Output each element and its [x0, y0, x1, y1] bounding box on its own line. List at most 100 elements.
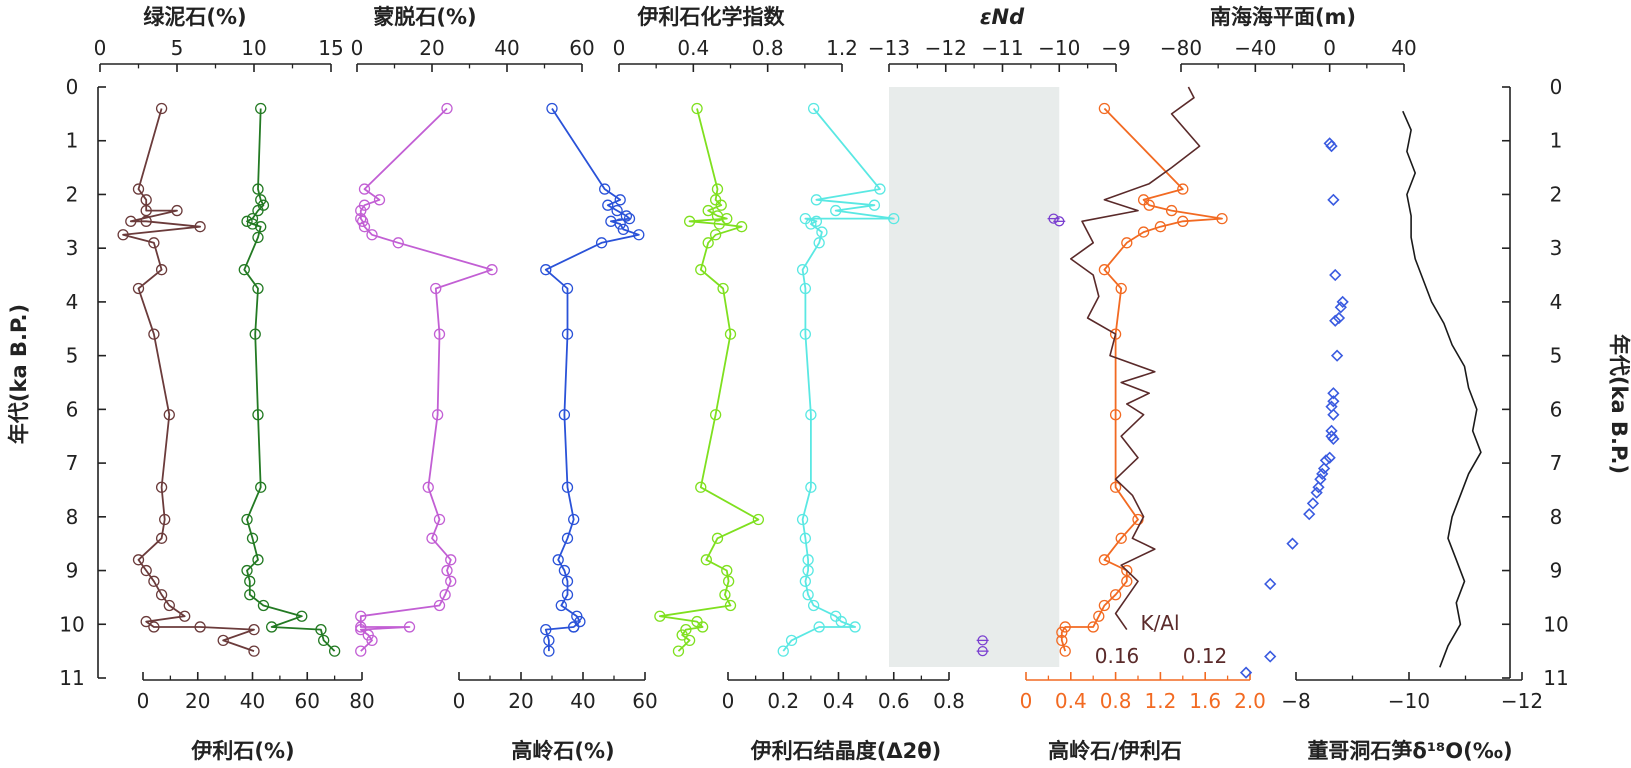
- series-0-point: [248, 623, 260, 636]
- top-axis-sealevel-tick-label: 40: [1391, 36, 1416, 60]
- bottom-axis-illite-tick-label: 0: [137, 689, 150, 713]
- series-5-point: [805, 218, 817, 230]
- series-8-line: [1070, 86, 1201, 631]
- bottom-axis-crystallinity-tick-label: 0.4: [823, 689, 855, 713]
- bottom-axis-title-kaol-illite: 高岭石/伊利石: [1048, 739, 1182, 763]
- series-4-point: [721, 564, 733, 577]
- series-3-point: [561, 575, 574, 587]
- series-4-point: [691, 102, 703, 115]
- bottom-axis-title-kaolinite: 高岭石(%): [511, 739, 614, 763]
- series-4-point: [715, 199, 727, 211]
- series-4-point: [700, 554, 712, 566]
- series-2-point: [439, 589, 451, 601]
- y-axis-left-tick-label: 11: [59, 666, 84, 690]
- series-0-point: [148, 328, 160, 340]
- y-axis-left-tick-label: 10: [59, 612, 84, 636]
- bottom-axis-title-illite: 伊利石(%): [190, 739, 294, 763]
- series-1-point: [255, 481, 267, 493]
- series-10-line: [1402, 110, 1482, 668]
- series-1-point: [255, 194, 267, 206]
- series-9-point: [1329, 268, 1342, 282]
- series-5-point: [830, 204, 842, 217]
- series-1-line: [243, 108, 336, 652]
- y-axis-left-tick-label: 3: [66, 236, 79, 260]
- series-7-point: [1121, 575, 1133, 587]
- y-axis-left-tick-label: 8: [66, 505, 79, 529]
- y-axis-right-tick-label: 10: [1543, 612, 1568, 636]
- series-9-point: [1327, 193, 1340, 206]
- series-5-point: [777, 645, 789, 657]
- series-0-point: [140, 615, 152, 628]
- series-2-point: [433, 599, 446, 612]
- series-0-point: [140, 215, 152, 227]
- series-5-point: [807, 599, 820, 612]
- series-9-point: [1316, 467, 1329, 480]
- y-axis-right-tick-label: 4: [1550, 290, 1563, 314]
- y-axis-right-tick-label: 9: [1550, 559, 1563, 583]
- series-9-point: [1310, 486, 1323, 499]
- inner-axis-tick-012: 0.12: [1183, 644, 1228, 668]
- series-7-point: [1109, 481, 1122, 493]
- y-axis-right-tick-label: 1: [1550, 129, 1563, 153]
- y-axis-right-tick-label: 2: [1550, 182, 1563, 206]
- series-5-point: [810, 194, 823, 206]
- series-7-point: [1216, 212, 1228, 225]
- series-5-point: [810, 215, 823, 227]
- series-1-point: [252, 409, 264, 421]
- series-9-point: [1325, 139, 1338, 153]
- series-3-point: [540, 623, 552, 636]
- y-axis-left-tick-label: 9: [66, 559, 79, 583]
- bottom-axis-kaolinite-tick-label: 20: [508, 689, 533, 713]
- bottom-axis-d18o-tick-label: −10: [1388, 689, 1430, 713]
- series-0-point: [132, 554, 145, 566]
- top-axis-sealevel-tick-label: −40: [1234, 36, 1276, 60]
- y-axis-left-tick-label: 4: [66, 290, 79, 314]
- series-0-point: [132, 282, 145, 295]
- series-9-point: [1334, 301, 1347, 314]
- series-3-point: [558, 564, 571, 577]
- series-7-point: [1121, 564, 1133, 577]
- series-9-point: [1303, 508, 1316, 521]
- series-7-point: [1087, 621, 1099, 633]
- series-7-point: [1143, 199, 1155, 211]
- series-7-point: [1109, 589, 1122, 601]
- top-axis-chlorite-tick-label: 10: [241, 36, 266, 60]
- series-9-point: [1327, 408, 1340, 421]
- bottom-axis-crystallinity-tick-label: 0: [722, 689, 735, 713]
- series-2-point: [358, 221, 371, 233]
- series-4-point: [709, 229, 722, 241]
- series-4-line: [659, 108, 760, 652]
- top-axis-smectite-tick-label: 60: [569, 36, 594, 60]
- series-0-point: [140, 194, 152, 206]
- bottom-axis-d18o-tick-label: −8: [1281, 689, 1310, 713]
- bottom-axis-crystallinity-tick-label: 0.8: [933, 689, 965, 713]
- series-4-point: [722, 575, 735, 587]
- series-1-point: [266, 621, 278, 633]
- series-4-point: [711, 183, 724, 195]
- series-7-point: [1056, 634, 1068, 647]
- series-layer: [117, 86, 1482, 679]
- series-9-point: [1264, 650, 1277, 663]
- y-axis-left-tick-label: 7: [66, 451, 79, 475]
- bottom-axis-crystallinity-tick-label: 0.6: [878, 689, 910, 713]
- top-axis-end-tick-label: −10: [1038, 36, 1080, 60]
- series-5-point: [796, 264, 809, 276]
- series-4-point: [672, 645, 685, 657]
- series-3-point: [561, 481, 574, 493]
- series-5-point: [796, 513, 809, 526]
- series-1-point: [249, 328, 261, 340]
- series-5-point: [802, 564, 814, 577]
- series-5-point: [799, 532, 811, 544]
- top-axis-end-tick-label: −9: [1101, 36, 1130, 60]
- series-2-point: [441, 102, 453, 115]
- series-1-point: [246, 532, 259, 544]
- series-2-point: [445, 575, 457, 587]
- series-3-point: [620, 210, 633, 222]
- series-5-point: [802, 589, 814, 601]
- series-9-point: [1239, 666, 1253, 679]
- top-axis-title-sealevel: 南海海平面(m): [1210, 5, 1356, 29]
- series-4-point: [711, 532, 724, 544]
- series-3-point: [599, 183, 611, 195]
- series-1-point: [296, 610, 308, 622]
- series-2-point: [433, 513, 446, 526]
